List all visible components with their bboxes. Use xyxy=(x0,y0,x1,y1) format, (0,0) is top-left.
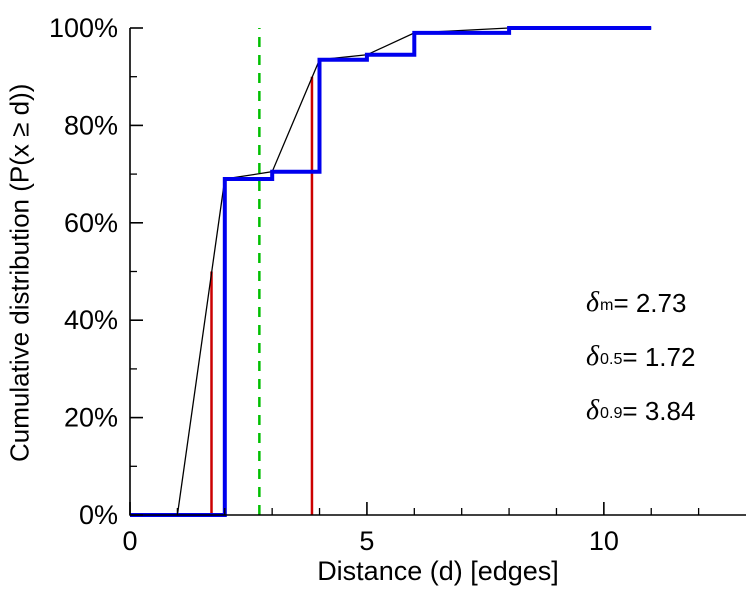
x-tick-label: 5 xyxy=(359,526,374,556)
cumulative-distribution-step xyxy=(130,26,652,517)
x-tick-label: 10 xyxy=(589,526,619,556)
x-axis-label: Distance (d) [edges] xyxy=(317,556,559,586)
delta-subscript: 0.5 xyxy=(600,349,623,368)
axes-frame xyxy=(129,28,746,516)
delta-subscript: m xyxy=(600,295,614,314)
linear-interpolation-line xyxy=(176,27,652,516)
y-tick-label: 100% xyxy=(49,13,118,43)
y-tick-label: 40% xyxy=(64,305,118,335)
annotation-p90: δ 0.9 = 3.84 xyxy=(586,384,695,438)
delta-symbol: δ xyxy=(586,395,600,426)
delta-symbol: δ xyxy=(586,341,600,372)
x-tick-label: 0 xyxy=(122,526,137,556)
y-tick-label: 20% xyxy=(64,403,118,433)
y-axis-label: Cumulative distribution (P(x ≥ d)) xyxy=(4,83,35,462)
annotation-median: δ 0.5 = 1.72 xyxy=(586,330,695,384)
annotation-value: = 2.73 xyxy=(613,287,687,318)
annotation-value: = 1.72 xyxy=(622,341,696,372)
annotation-value: = 3.84 xyxy=(622,395,696,426)
y-tick-label: 60% xyxy=(64,208,118,238)
delta-symbol: δ xyxy=(586,287,600,318)
y-tick-label: 80% xyxy=(64,110,118,140)
delta-subscript: 0.9 xyxy=(600,403,623,422)
y-tick-label: 0% xyxy=(79,500,118,530)
